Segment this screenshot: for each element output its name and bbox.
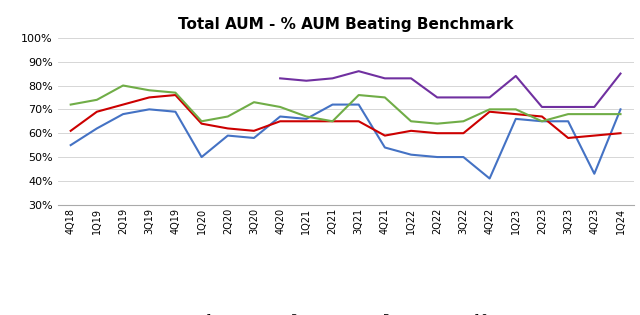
10 years xyxy=(564,105,572,109)
5 years xyxy=(486,107,493,111)
3 years xyxy=(276,119,284,123)
1 year xyxy=(486,177,493,180)
5 years xyxy=(381,95,388,99)
3 years xyxy=(250,129,258,133)
1 year xyxy=(250,136,258,140)
5 years xyxy=(617,112,625,116)
3 years xyxy=(355,119,362,123)
1 year xyxy=(433,155,441,159)
1 year xyxy=(198,155,205,159)
10 years xyxy=(303,79,310,83)
3 years xyxy=(460,131,467,135)
3 years xyxy=(93,110,100,114)
5 years xyxy=(407,119,415,123)
3 years xyxy=(198,122,205,126)
1 year xyxy=(460,155,467,159)
1 year xyxy=(381,146,388,149)
3 years xyxy=(303,119,310,123)
10 years xyxy=(512,74,520,78)
10 years xyxy=(355,69,362,73)
5 years xyxy=(276,105,284,109)
3 years xyxy=(224,127,232,130)
5 years xyxy=(329,119,337,123)
3 years xyxy=(512,112,520,116)
3 years xyxy=(145,95,153,99)
5 years xyxy=(93,98,100,102)
1 year xyxy=(276,115,284,118)
10 years xyxy=(538,105,546,109)
1 year xyxy=(564,119,572,123)
5 years xyxy=(119,83,127,87)
1 year xyxy=(119,112,127,116)
3 years xyxy=(538,115,546,118)
5 years xyxy=(67,103,74,106)
5 years xyxy=(250,100,258,104)
Line: 5 years: 5 years xyxy=(70,85,621,124)
5 years xyxy=(460,119,467,123)
Line: 3 years: 3 years xyxy=(70,95,621,138)
1 year xyxy=(303,117,310,121)
5 years xyxy=(303,115,310,118)
1 year xyxy=(407,153,415,157)
3 years xyxy=(329,119,337,123)
5 years xyxy=(564,112,572,116)
3 years xyxy=(172,93,179,97)
Title: Total AUM - % AUM Beating Benchmark: Total AUM - % AUM Beating Benchmark xyxy=(178,17,513,32)
Legend: 1 year, 3 years, 5 years, 10 years: 1 year, 3 years, 5 years, 10 years xyxy=(169,314,522,315)
5 years xyxy=(145,89,153,92)
5 years xyxy=(198,119,205,123)
1 year xyxy=(145,107,153,111)
1 year xyxy=(93,127,100,130)
3 years xyxy=(119,103,127,106)
10 years xyxy=(617,72,625,76)
3 years xyxy=(381,134,388,137)
1 year xyxy=(512,117,520,121)
3 years xyxy=(617,131,625,135)
1 year xyxy=(329,103,337,106)
10 years xyxy=(460,95,467,99)
10 years xyxy=(329,77,337,80)
5 years xyxy=(433,122,441,126)
5 years xyxy=(538,119,546,123)
3 years xyxy=(407,129,415,133)
1 year xyxy=(67,143,74,147)
3 years xyxy=(67,129,74,133)
10 years xyxy=(276,77,284,80)
10 years xyxy=(381,77,388,80)
Line: 10 years: 10 years xyxy=(280,71,621,107)
10 years xyxy=(486,95,493,99)
10 years xyxy=(407,77,415,80)
10 years xyxy=(591,105,598,109)
3 years xyxy=(591,134,598,137)
5 years xyxy=(172,91,179,94)
3 years xyxy=(486,110,493,114)
Line: 1 year: 1 year xyxy=(70,105,621,179)
1 year xyxy=(224,134,232,137)
5 years xyxy=(224,115,232,118)
1 year xyxy=(355,103,362,106)
3 years xyxy=(564,136,572,140)
1 year xyxy=(538,119,546,123)
5 years xyxy=(591,112,598,116)
3 years xyxy=(433,131,441,135)
5 years xyxy=(512,107,520,111)
1 year xyxy=(591,172,598,176)
5 years xyxy=(355,93,362,97)
1 year xyxy=(617,107,625,111)
1 year xyxy=(172,110,179,114)
10 years xyxy=(433,95,441,99)
